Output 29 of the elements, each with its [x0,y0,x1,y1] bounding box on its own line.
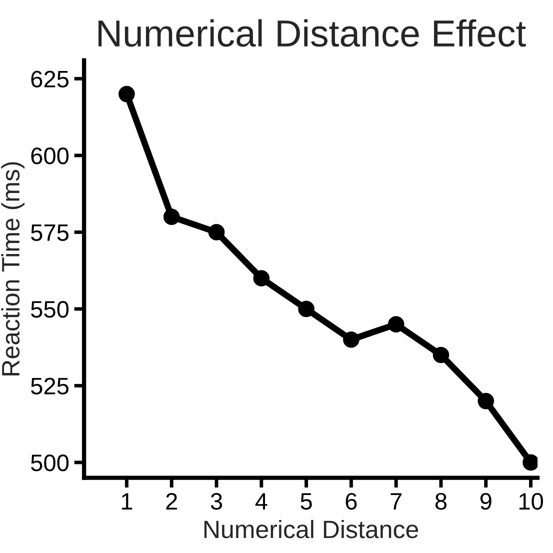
x-tick-label: 6 [346,493,357,510]
x-tick-label: 10 [519,493,543,510]
point [478,392,494,410]
point [522,454,538,471]
chart-title: Numerical Distance Effect [98,19,526,47]
point [388,316,404,332]
x-tick-label: 2 [166,493,177,510]
point [432,346,450,364]
point [253,270,270,286]
y-tick-label: 525 [31,378,68,394]
x-tick-label: 3 [210,493,222,510]
y-tick-label: 625 [31,70,68,88]
point [298,300,314,318]
y-tick-label: 500 [31,454,69,472]
x-tick-label: 4 [255,493,268,510]
x-tick-label: 5 [300,493,312,510]
x-tick-label: 8 [435,493,447,510]
point [208,224,225,240]
x-axis-title: Numerical Distance [204,520,418,538]
point [163,208,180,226]
x-tick-label: 9 [480,493,492,510]
y-axis-title: Reaction Time (ms) [1,162,25,376]
y-tick-label: 600 [31,148,69,164]
x-tick-label: 7 [390,493,402,510]
y-tick-label: 550 [31,301,69,318]
point [343,331,360,348]
x-tick-label: 1 [122,493,132,510]
point [118,86,135,102]
y-tick-label: 575 [31,224,68,241]
